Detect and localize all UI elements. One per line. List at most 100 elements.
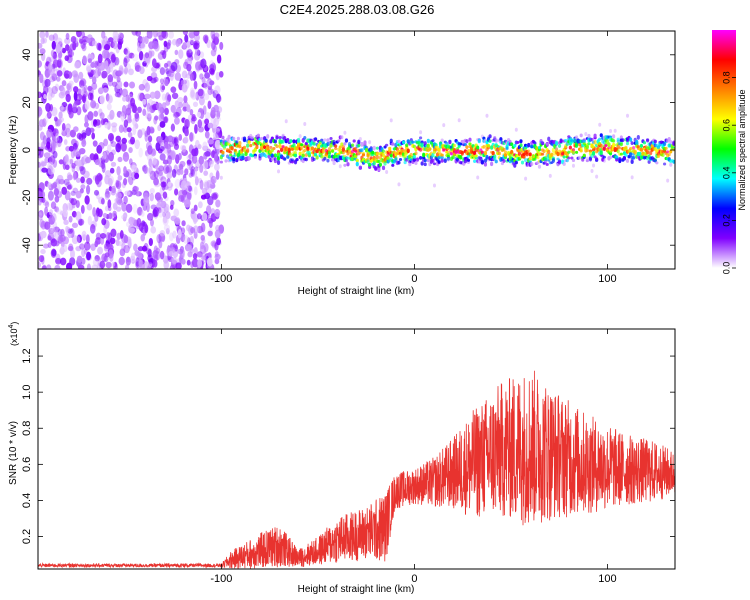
spectrogram-cell [431,158,435,163]
spectrogram-cell [63,178,70,186]
spectrogram-cell [111,261,116,267]
spectrogram-cell [54,240,60,247]
spectrogram-cell [38,124,43,131]
spectrogram-cell [672,141,675,146]
spectrogram-cell [513,143,517,148]
spectrogram-cell [602,155,606,159]
spectrogram-cell [68,145,74,152]
spectrogram-cell [80,176,85,184]
spectrogram-cell [361,153,366,157]
spectrogram-cell [209,80,215,86]
spectrogram-cell [173,143,180,151]
spectrogram-cell [500,161,505,166]
spectrogram-cell [80,85,85,95]
spectrogram-cell [598,122,602,127]
spectrogram-cell [150,127,155,134]
spectrogram-cell [179,169,184,175]
spectrogram-cell [490,145,494,150]
spectrogram-cell [310,146,315,151]
spectrogram-cell [91,132,96,140]
spectrogram-cell [548,173,552,178]
spectrogram-cell [146,108,152,118]
spectrogram-cell [437,147,441,152]
spectrogram-cell [38,211,42,219]
spectrogram-cell [191,148,197,157]
spectrogram-cell [57,118,63,125]
spectrogram-cell [208,68,215,75]
spectrogram-cell [63,139,68,145]
spectrogram-cell [214,208,221,218]
spectrogram-cell [189,235,194,246]
spectrogram-cell [188,132,195,142]
spectrogram-cell [199,164,204,173]
spectrogram-cell [198,96,205,106]
snr-x-tick-label: -100 [210,573,232,585]
spectrogram-cell [140,128,146,135]
spectrogram-cell [200,58,207,69]
spectrogram-cell [230,145,234,151]
spectrogram-cell [67,103,73,113]
spectrogram-cell [571,158,576,163]
spectrogram-cell [152,157,158,165]
spectrogram-cell [97,53,103,64]
spectrogram-cell [579,149,583,153]
spectrogram-cell [202,34,209,43]
spectrogram-cell [278,143,282,149]
spectrogram-cell [116,70,123,76]
spectrogram-cell [123,166,127,174]
spectrogram-cell [119,248,126,257]
spectrogram-y-tick-label: 40 [21,49,33,61]
spectrogram-cell [612,139,616,143]
spectrogram-cell [630,175,634,180]
spectrogram-cell [440,158,444,163]
spectrogram-cell [197,259,203,268]
spectrogram-cell [87,58,93,64]
spectrogram-cell [202,141,208,150]
spectrogram-cell [139,261,146,269]
spectrogram-cell [389,153,393,158]
spectrogram-cell [103,138,109,147]
spectrogram-cell [656,155,660,158]
spectrogram-cell [590,137,594,142]
spectrogram-cell [204,72,211,79]
spectrogram-cell [124,190,131,196]
spectrogram-cell [39,218,45,228]
spectrogram-cell [315,155,319,160]
spectrogram-cell [131,164,137,172]
spectrogram-cell [102,87,109,93]
spectrogram-cell [236,136,240,141]
spectrogram-cell [625,158,630,163]
spectrogram-cell [246,149,250,153]
spectrogram-cell [84,100,90,111]
spectrogram-cell [238,144,242,149]
spectrogram-cell [103,225,107,235]
spectrogram-cell [293,153,298,158]
spectrogram-cell [42,243,49,249]
spectrogram-cell [493,156,497,161]
spectrogram-cell [116,199,124,206]
spectrogram-cell [171,38,177,46]
spectrogram-cell [203,181,210,190]
spectrogram-cell [128,227,136,233]
spectrogram-cell [502,158,506,163]
spectrogram-cell [253,155,257,159]
spectrogram-cell [94,240,99,248]
spectrogram-cell [91,264,99,269]
spectrogram-cell [426,138,430,144]
spectrogram-cell [598,137,602,141]
spectrogram-cell [146,31,153,39]
spectrogram-cell [585,148,589,153]
spectrogram-cell [167,94,172,103]
spectrogram-cell [256,133,261,138]
spectrogram-cell [157,200,162,206]
spectrogram-cell [277,169,281,174]
spectrogram-cell [107,132,114,142]
spectrogram-cell [203,80,209,90]
spectrogram-cell [199,51,205,59]
spectrogram-cell [121,242,126,251]
spectrogram-cell [129,81,136,89]
spectrogram-cell [195,61,202,71]
spectrogram-cell [121,214,127,220]
spectrogram-cell [585,145,589,150]
